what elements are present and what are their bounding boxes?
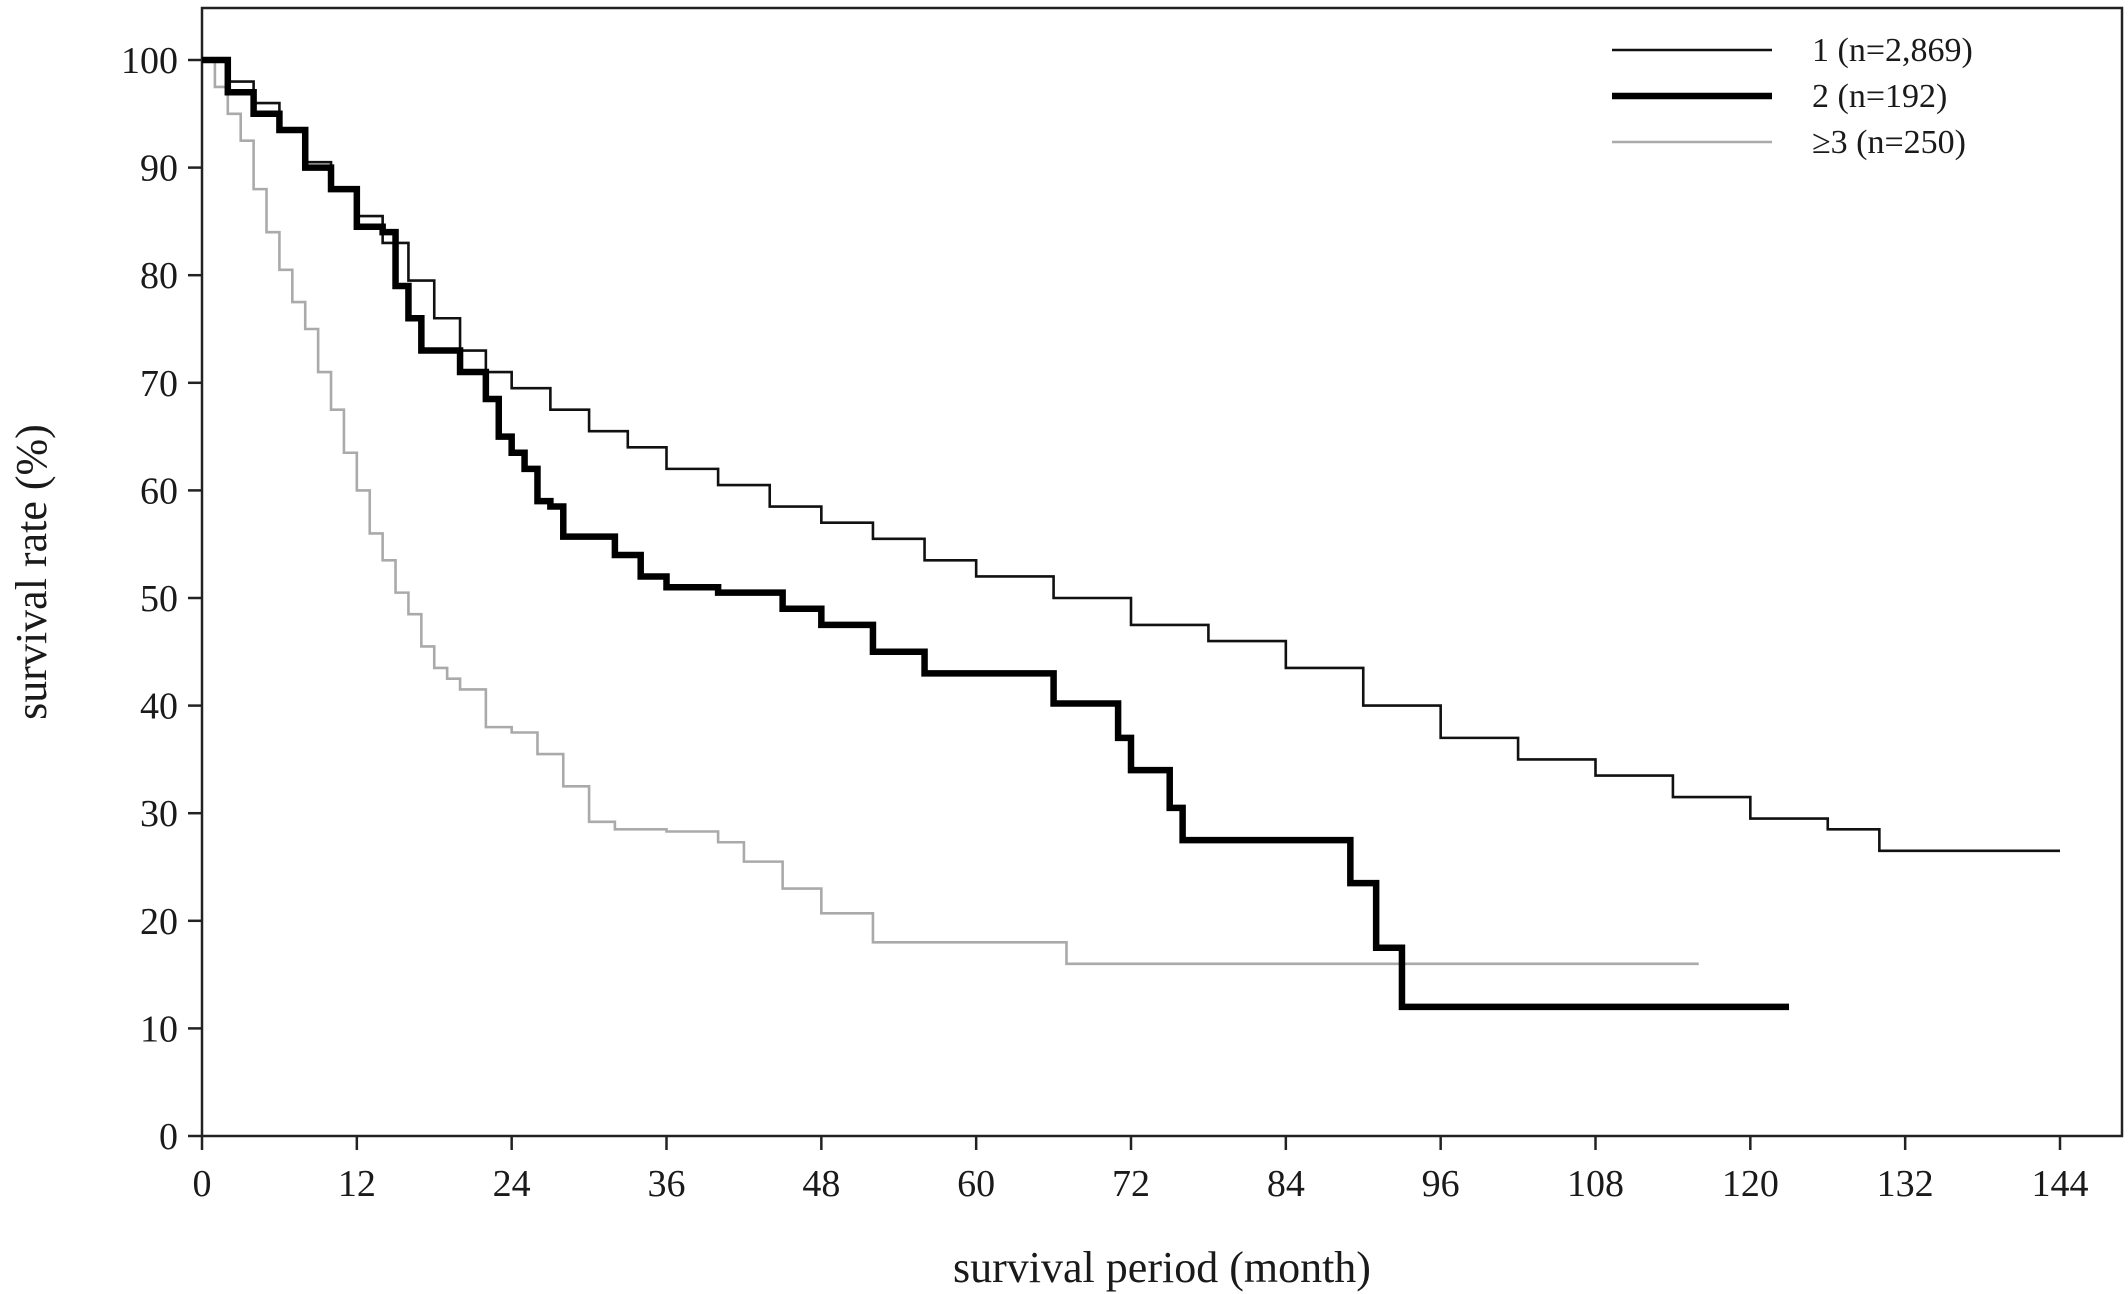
survival-curves (202, 56, 2060, 1011)
series-line-3 (202, 58, 1699, 966)
plot-frame (200, 6, 2124, 1138)
x-axis-title: survival period (month) (953, 1243, 1371, 1292)
plot-border (200, 6, 2124, 1138)
y-tick-label: 20 (140, 901, 178, 943)
y-tick-label: 50 (140, 578, 178, 620)
x-tick-label: 24 (493, 1163, 531, 1205)
y-axis-title: survival rate (%) (7, 424, 56, 720)
x-tick-label: 108 (1567, 1163, 1624, 1205)
legend-label-2: 2 (n=192) (1812, 78, 1947, 115)
y-tick-label: 100 (121, 40, 178, 82)
y-axis-ticks: 0 10 20 30 40 50 60 70 80 90 100 (121, 40, 202, 1158)
legend-label-3: ≥3 (n=250) (1812, 124, 1966, 161)
legend: 1 (n=2,869) 2 (n=192) ≥3 (n=250) (1612, 32, 1973, 161)
x-tick-label: 96 (1422, 1163, 1460, 1205)
x-tick-label: 60 (957, 1163, 995, 1205)
legend-label-1: 1 (n=2,869) (1812, 32, 1973, 69)
x-tick-label: 12 (338, 1163, 376, 1205)
x-tick-label: 48 (802, 1163, 840, 1205)
series-line-1 (202, 58, 2060, 853)
y-tick-label: 60 (140, 470, 178, 512)
x-tick-label: 84 (1267, 1163, 1305, 1205)
series-line-2 (202, 56, 1790, 1011)
y-tick-label: 70 (140, 363, 178, 405)
y-tick-label: 90 (140, 148, 178, 190)
x-tick-label: 144 (2032, 1163, 2089, 1205)
y-tick-label: 10 (140, 1008, 178, 1050)
x-tick-label: 132 (1877, 1163, 1934, 1205)
y-tick-label: 40 (140, 686, 178, 728)
y-tick-label: 80 (140, 255, 178, 297)
x-tick-label: 36 (648, 1163, 686, 1205)
y-tick-label: 0 (159, 1116, 178, 1158)
x-tick-label: 0 (193, 1163, 212, 1205)
x-tick-label: 120 (1722, 1163, 1779, 1205)
x-tick-label: 72 (1112, 1163, 1150, 1205)
y-tick-label: 30 (140, 793, 178, 835)
x-axis-ticks: 0 12 24 36 48 60 72 84 96 108 120 132 144 (193, 1136, 2089, 1205)
